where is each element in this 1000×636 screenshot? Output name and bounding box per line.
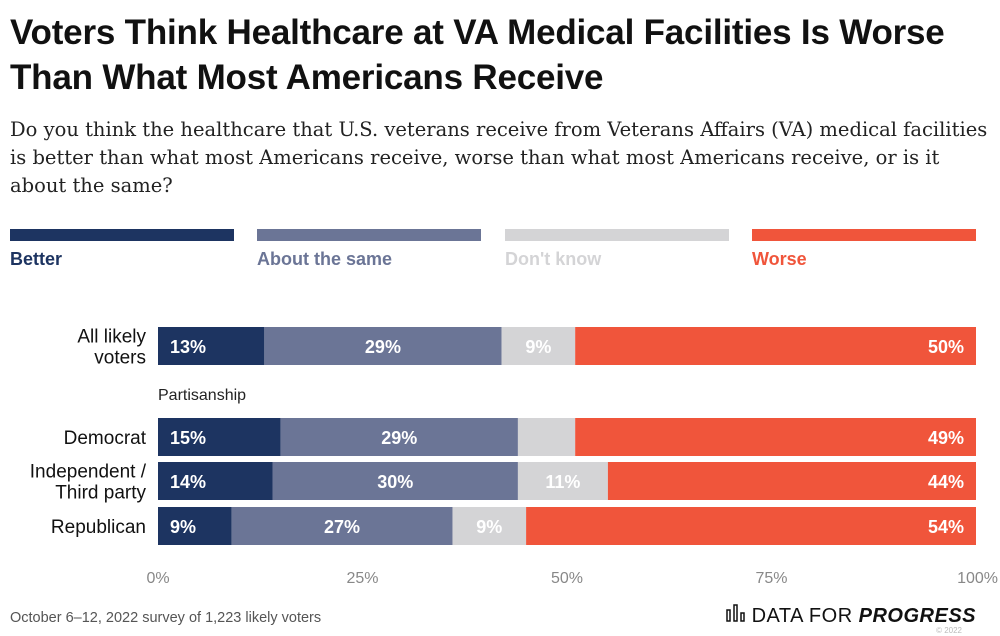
category-label-republican: Republican — [51, 517, 146, 538]
data-label-democrat-about-the-same: 29% — [381, 428, 417, 448]
bar-segment-all-likely-voters-worse — [575, 327, 976, 365]
category-label-all-likely-voters: All likely voters — [77, 327, 146, 369]
bar-segment-democrat-worse — [575, 418, 976, 456]
legend-label-worse: Worse — [752, 249, 807, 269]
legend-label-better: Better — [10, 249, 63, 269]
bar-segment-independent-third-party-better — [158, 462, 273, 500]
x-tick-label-0: 0% — [146, 570, 169, 587]
bar-segment-republican-worse — [526, 507, 976, 545]
brand-name-part-b: PROGRESS — [858, 604, 976, 627]
watermark: © 2022 — [936, 626, 962, 635]
legend-item-dont-know: Don't know — [505, 229, 729, 270]
bar-segment-all-likely-voters-better — [158, 327, 265, 365]
data-label-independent-third-party-don-t-know: 11% — [545, 472, 580, 492]
bar-segment-republican-about-the-same — [231, 507, 453, 545]
brand-logo: DATA FOR PROGRESS — [725, 604, 976, 628]
legend-swatch-dont-know — [505, 229, 729, 241]
x-tick-label-50: 50% — [551, 570, 583, 587]
bar-chart-icon — [725, 604, 746, 628]
bar-segment-all-likely-voters-don-t-know — [501, 327, 576, 365]
legend-item-better: Better — [10, 229, 234, 270]
data-label-all-likely-voters-better: 13% — [170, 337, 206, 357]
bar-segment-republican-better — [158, 507, 232, 545]
legend-label-about-the-same: About the same — [257, 249, 393, 269]
data-label-independent-third-party-worse: 44% — [928, 472, 964, 492]
data-label-independent-third-party-about-the-same: 30% — [377, 472, 413, 492]
category-label-independent-third-party: Independent / Third party — [30, 462, 147, 504]
data-label-independent-third-party-better: 14% — [170, 472, 206, 492]
legend-swatch-worse — [752, 229, 976, 241]
data-label-republican-don-t-know: 9% — [476, 517, 502, 537]
bar-segment-all-likely-voters-about-the-same — [264, 327, 502, 365]
category-label-democrat: Democrat — [64, 428, 147, 449]
footer-note: October 6–12, 2022 survey of 1,223 likel… — [10, 610, 322, 626]
data-label-republican-better: 9% — [170, 517, 196, 537]
legend-swatch-better — [10, 229, 234, 241]
data-label-republican-worse: 54% — [928, 517, 964, 537]
x-tick-label-75: 75% — [755, 570, 787, 587]
chart-title: Voters Think Healthcare at VA Medical Fa… — [10, 13, 945, 97]
legend-swatch-about-the-same — [257, 229, 481, 241]
data-label-democrat-worse: 49% — [928, 428, 964, 448]
data-label-republican-about-the-same: 27% — [324, 517, 360, 537]
bar-segment-democrat-don-t-know — [517, 418, 576, 456]
bar-segment-independent-third-party-about-the-same — [272, 462, 518, 500]
data-label-all-likely-voters-don-t-know: 9% — [525, 337, 551, 357]
bar-segment-republican-don-t-know — [452, 507, 527, 545]
chart-subtitle: Do you think the healthcare that U.S. ve… — [10, 118, 988, 197]
x-tick-label-100: 100% — [957, 570, 998, 587]
data-label-democrat-better: 15% — [170, 428, 206, 448]
legend-item-about-the-same: About the same — [257, 229, 481, 270]
data-label-all-likely-voters-worse: 50% — [928, 337, 964, 357]
legend-label-dont-know: Don't know — [505, 249, 602, 269]
bar-segment-independent-third-party-don-t-know — [517, 462, 608, 500]
legend: Better About the same Don't know Worse — [0, 229, 1000, 269]
brand-name-part-a: DATA FOR — [751, 604, 853, 627]
group-label-partisanship: Partisanship — [158, 387, 246, 404]
legend-item-worse: Worse — [752, 229, 976, 270]
data-label-all-likely-voters-about-the-same: 29% — [365, 337, 401, 357]
bar-segment-democrat-better — [158, 418, 281, 456]
bar-segment-democrat-about-the-same — [280, 418, 518, 456]
bar-segment-independent-third-party-worse — [607, 462, 976, 500]
x-tick-label-25: 25% — [346, 570, 378, 587]
